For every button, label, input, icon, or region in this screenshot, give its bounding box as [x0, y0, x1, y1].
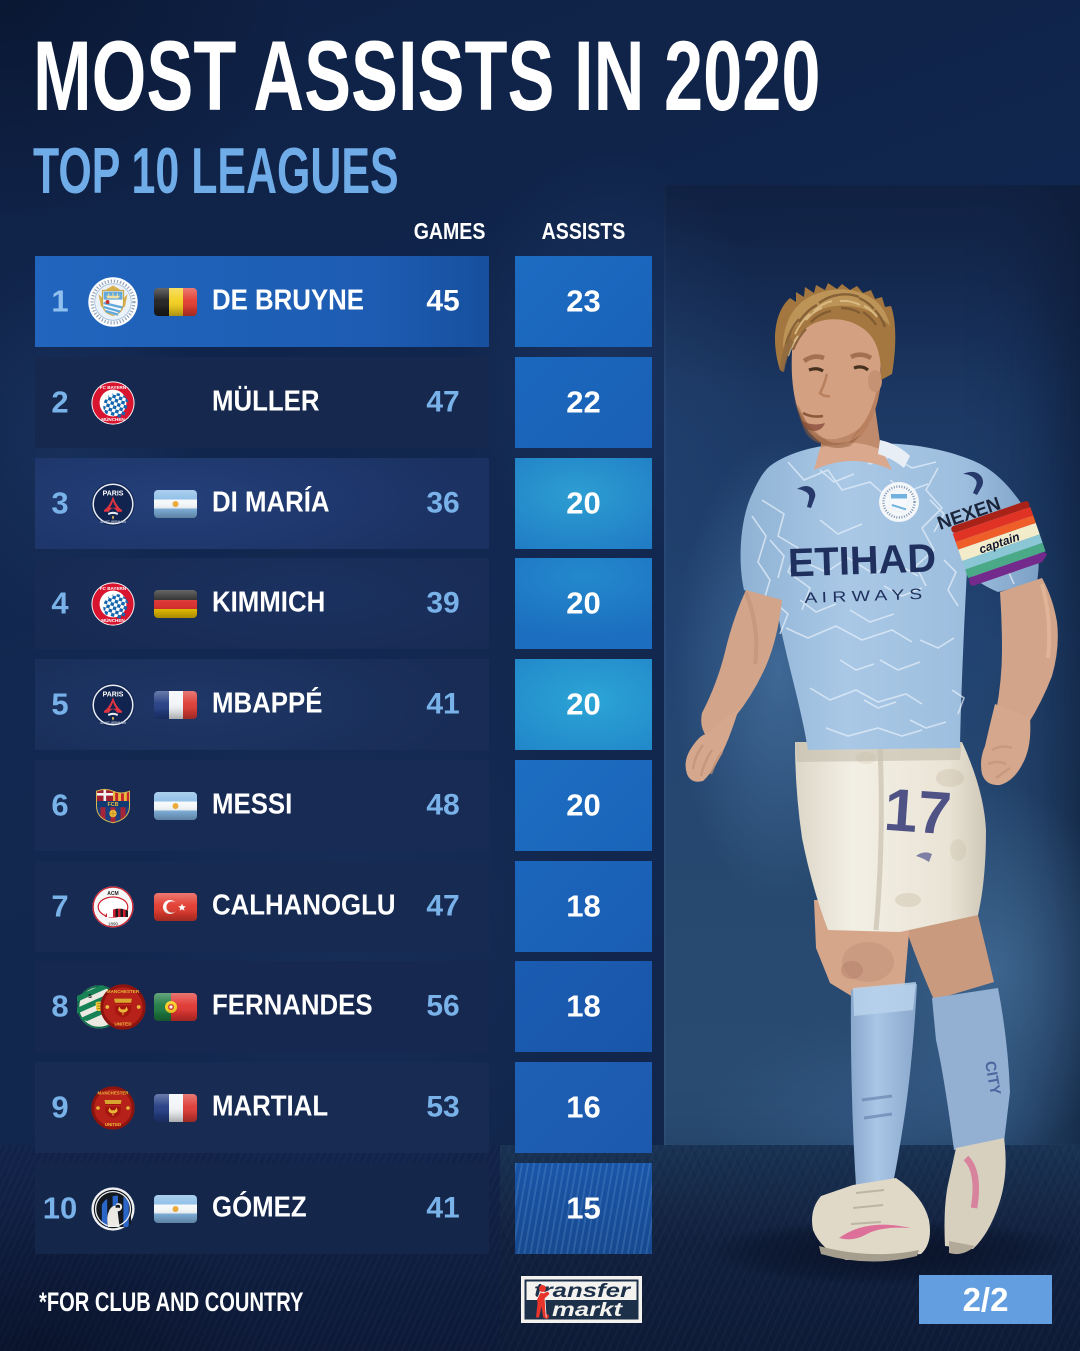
svg-text:FCB: FCB — [107, 802, 118, 808]
svg-text:markt: markt — [552, 1300, 623, 1321]
svg-text:17: 17 — [882, 776, 953, 847]
svg-text:CITY: CITY — [981, 1060, 1004, 1097]
svg-text:ETIHAD: ETIHAD — [787, 536, 936, 585]
svg-text:transfer: transfer — [534, 1281, 632, 1302]
svg-text:A I R W A Y S: A I R W A Y S — [804, 586, 923, 607]
